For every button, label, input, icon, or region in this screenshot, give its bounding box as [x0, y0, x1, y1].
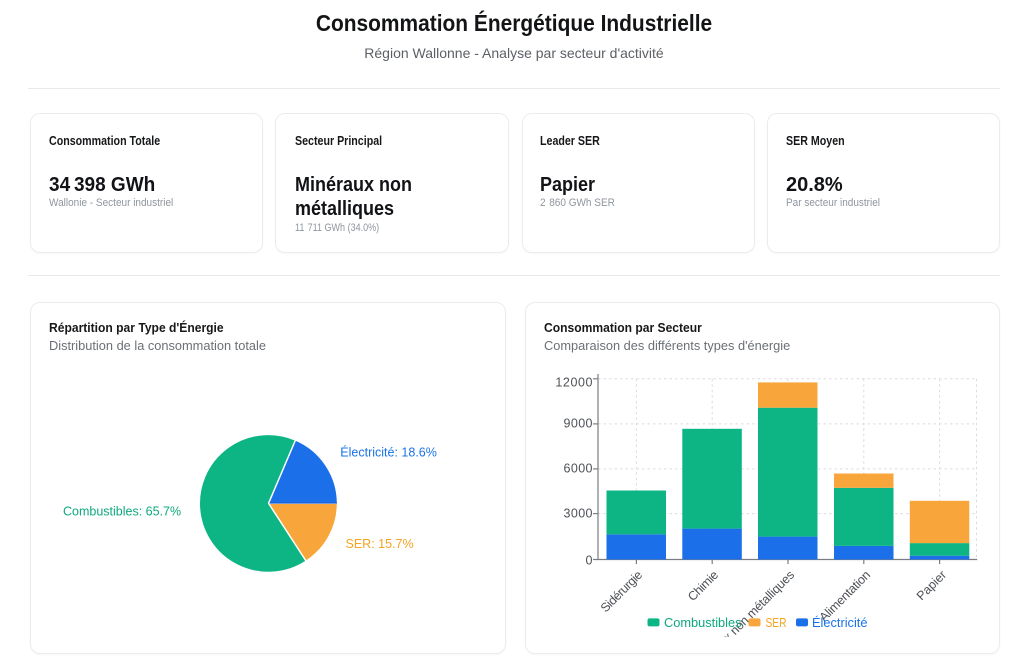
svg-text:0: 0: [586, 554, 593, 568]
svg-text:Sidérurgie: Sidérurgie: [598, 568, 645, 615]
svg-text:3000: 3000: [564, 507, 593, 521]
svg-text:SER: SER: [766, 615, 787, 630]
svg-text:SER: 15.7%: SER: 15.7%: [346, 537, 414, 551]
svg-text:Papier: Papier: [914, 568, 949, 603]
svg-text:Combustibles: 65.7%: Combustibles: 65.7%: [63, 505, 181, 519]
svg-text:Électricité: Électricité: [812, 615, 867, 630]
svg-text:6000: 6000: [564, 462, 593, 476]
svg-text:12000: 12000: [555, 376, 592, 390]
svg-text:Électricité: 18.6%: Électricité: 18.6%: [340, 445, 437, 460]
svg-text:Combustibles: Combustibles: [664, 615, 742, 630]
svg-text:Chimie: Chimie: [685, 568, 721, 604]
svg-text:9000: 9000: [564, 416, 593, 430]
